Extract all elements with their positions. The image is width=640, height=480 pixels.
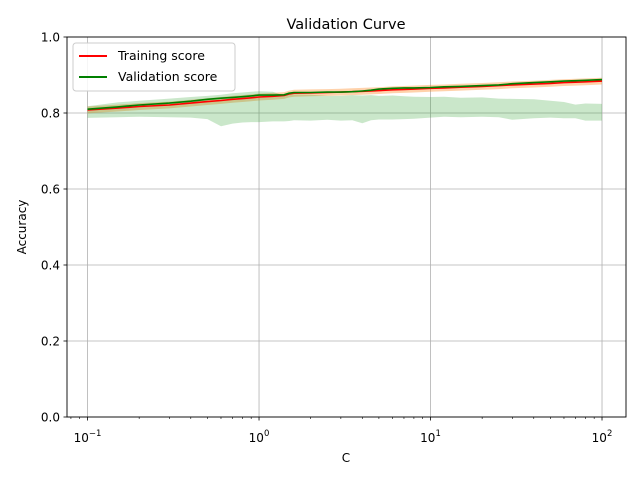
x-tick-base: 10 — [592, 431, 607, 445]
score-lines — [87, 78, 603, 111]
x-tick-exponent: −1 — [89, 429, 102, 439]
x-tick-exponent: 1 — [435, 429, 440, 439]
x-tick-label: 10−1 — [74, 429, 102, 445]
x-tick-label: 101 — [420, 429, 441, 445]
x-tick-label: 102 — [592, 429, 613, 445]
x-tick-label: 100 — [249, 429, 270, 445]
x-tick-base: 10 — [420, 431, 435, 445]
legend-box — [72, 42, 236, 92]
y-tick-label: 0.4 — [41, 258, 60, 272]
y-axis-label: Accuracy — [15, 200, 29, 255]
y-tick-label: 0.8 — [41, 106, 60, 120]
plot-frame — [66, 36, 627, 418]
plot-area — [67, 37, 626, 417]
y-axis-ticks: 0.0 0.2 0.4 0.6 0.8 1.0 — [41, 30, 67, 424]
legend-label-validation: Validation score — [118, 69, 218, 84]
x-tick-base: 10 — [249, 431, 264, 445]
y-tick-label: 0.0 — [41, 410, 60, 424]
chart-title: Validation Curve — [287, 17, 406, 33]
x-tick-exponent: 0 — [264, 429, 269, 439]
x-axis-label: C — [342, 451, 350, 465]
y-tick-label: 0.2 — [41, 334, 60, 348]
x-axis-ticks: 10−1 100 101 102 — [70, 417, 613, 445]
legend: Training score Validation score — [72, 42, 236, 92]
x-tick-exponent: 2 — [607, 429, 612, 439]
y-tick-label: 1.0 — [41, 30, 60, 44]
legend-label-training: Training score — [117, 48, 205, 63]
validation-score-line — [87, 78, 603, 110]
x-tick-base: 10 — [74, 431, 89, 445]
validation-score-band — [87, 91, 602, 127]
y-tick-label: 0.6 — [41, 182, 60, 196]
